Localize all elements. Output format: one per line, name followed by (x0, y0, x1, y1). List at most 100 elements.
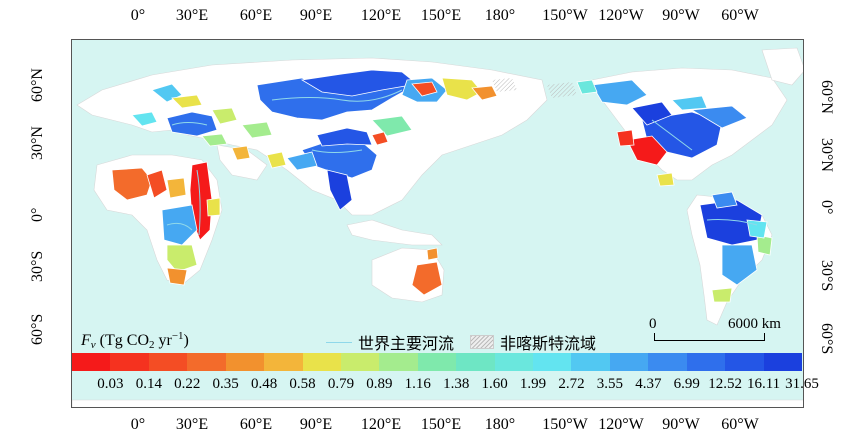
lon-tick-top: 120°W (598, 7, 644, 24)
river-legend-label: 世界主要河流 (358, 334, 455, 353)
colorbar-label: 1.99 (519, 376, 547, 392)
basin-amur (371, 115, 413, 137)
lon-tick-top: 30°E (175, 7, 209, 24)
colorbar-label: 4.37 (635, 376, 662, 392)
colorbar-label: 3.55 (596, 376, 624, 392)
lon-tick-bottom: 30°E (175, 416, 209, 433)
colorbar-cell (379, 353, 418, 371)
land-antarctica (72, 399, 803, 407)
lon-tick-bottom: 120°E (360, 416, 402, 433)
lon-tick-bottom: 60°W (721, 416, 759, 433)
basin-caspian (211, 107, 238, 125)
river-legend-line (326, 341, 352, 343)
river-1 (271, 89, 403, 102)
basin-ne-red (411, 81, 438, 97)
nonkarst-hatch (492, 78, 577, 98)
colorbar-cell (686, 353, 726, 371)
scale-tick-right (764, 333, 765, 341)
lat-tick-lat-right: 0° (818, 200, 835, 215)
basin-congo (161, 204, 198, 246)
basin-mackenzie (591, 79, 648, 106)
colorbar-cell (340, 353, 380, 371)
basin-chukotka (471, 85, 498, 101)
lon-tick-top: 60°E (239, 7, 273, 24)
basin-sahel (146, 169, 168, 199)
basin-colorado (616, 129, 635, 147)
colorbar-label: 0.79 (327, 376, 355, 392)
map-frame (71, 39, 804, 408)
basin-patagonia (711, 287, 733, 303)
basin-kolyma (441, 77, 483, 101)
basin-anatolia (201, 133, 228, 147)
scale-bar: 0 6000 km (649, 316, 781, 344)
major-rivers (166, 89, 758, 236)
basin-great-lakes (671, 95, 708, 111)
lat-tick-lat-left: 0° (29, 207, 46, 222)
colorbar-cell (225, 353, 265, 371)
lon-tick-bottom: 60°E (239, 416, 273, 433)
basin-europe-yellow (171, 94, 203, 109)
scale-distance: 6000 km (728, 316, 781, 332)
colorbar-label: 0.48 (250, 376, 278, 392)
basin-australia-small (426, 247, 439, 261)
river-7 (171, 122, 208, 126)
nonkarst-legend-swatch (470, 335, 495, 349)
basin-yellow-river (316, 127, 373, 147)
lon-tick-top: 150°E (420, 7, 462, 24)
lon-tick-bottom: 120°W (598, 416, 644, 433)
colorbar-label: 31.65 (785, 376, 819, 392)
river-6 (706, 219, 758, 226)
basin-yukon (576, 79, 598, 95)
lon-tick-top: 90°W (662, 7, 700, 24)
basin-europe-west (131, 111, 158, 127)
lon-tick-bottom: 90°E (299, 416, 333, 433)
lon-tick-top: 180° (484, 7, 516, 24)
world-map (72, 47, 803, 407)
colorbar-cell (110, 353, 149, 371)
scale-line (654, 340, 764, 341)
river-2 (311, 149, 363, 153)
lat-tick-lat-right: 60°N (818, 80, 835, 114)
lon-tick-bottom: 150°W (542, 416, 588, 433)
basin-mekong (326, 169, 353, 211)
legend-title: Fv (Tg CO2 yr−1) (78, 330, 192, 351)
colorbar-label: 0.58 (289, 376, 316, 392)
lat-tick-lat-right: 30°S (818, 260, 835, 292)
basin-rio-grande (626, 135, 668, 166)
basin-indus (266, 151, 287, 169)
colorbar-label: 6.99 (673, 376, 700, 392)
karst-basins (111, 69, 773, 303)
colorbar-label: 0.89 (366, 376, 393, 392)
lon-tick-top: 60°W (721, 7, 759, 24)
lat-tick-lat-right: 60°S (818, 323, 835, 355)
lon-tick-bottom: 0° (130, 416, 146, 433)
colorbar-cell (456, 353, 495, 371)
lat-tick-lat-right: 30°N (818, 138, 835, 172)
colorbar-label: 0.14 (135, 376, 162, 392)
basin-red-korea (371, 131, 389, 146)
nonkarst-legend-label: 非喀斯特流域 (500, 334, 597, 353)
lat-tick-lat-left: 60°N (29, 68, 46, 102)
land-greenland (761, 47, 803, 86)
basin-tocantins (746, 219, 768, 239)
basin-zambezi (166, 244, 198, 273)
colorbar-label: 12.52 (708, 376, 743, 392)
colorbar-cell (725, 353, 764, 371)
lon-tick-bottom: 150°E (420, 416, 462, 433)
lon-tick-bottom: 180° (484, 416, 516, 433)
colorbar-cell (571, 353, 610, 371)
basin-st-lawrence (690, 105, 748, 129)
lon-tick-top: 0° (130, 7, 146, 24)
colorbar-label: 0.22 (174, 376, 201, 392)
nonkarst-area-1 (492, 78, 517, 92)
lat-tick-lat-left: 30°N (29, 126, 46, 160)
colorbar-labels: 0.03 0.14 0.22 0.35 0.48 0.58 0.79 0.89 1.16 1.38… (72, 376, 819, 394)
legend-keys: 世界主要河流 非喀斯特流域 (326, 330, 596, 354)
colorbar-cell (264, 353, 303, 371)
basin-orinoco (711, 191, 738, 209)
basin-tibet (286, 151, 318, 171)
colorbar-label: 0.03 (97, 376, 124, 392)
scale-tick-left (654, 333, 655, 341)
colorbar-label: 0.35 (212, 376, 239, 392)
lon-tick-top: 90°E (299, 7, 333, 24)
